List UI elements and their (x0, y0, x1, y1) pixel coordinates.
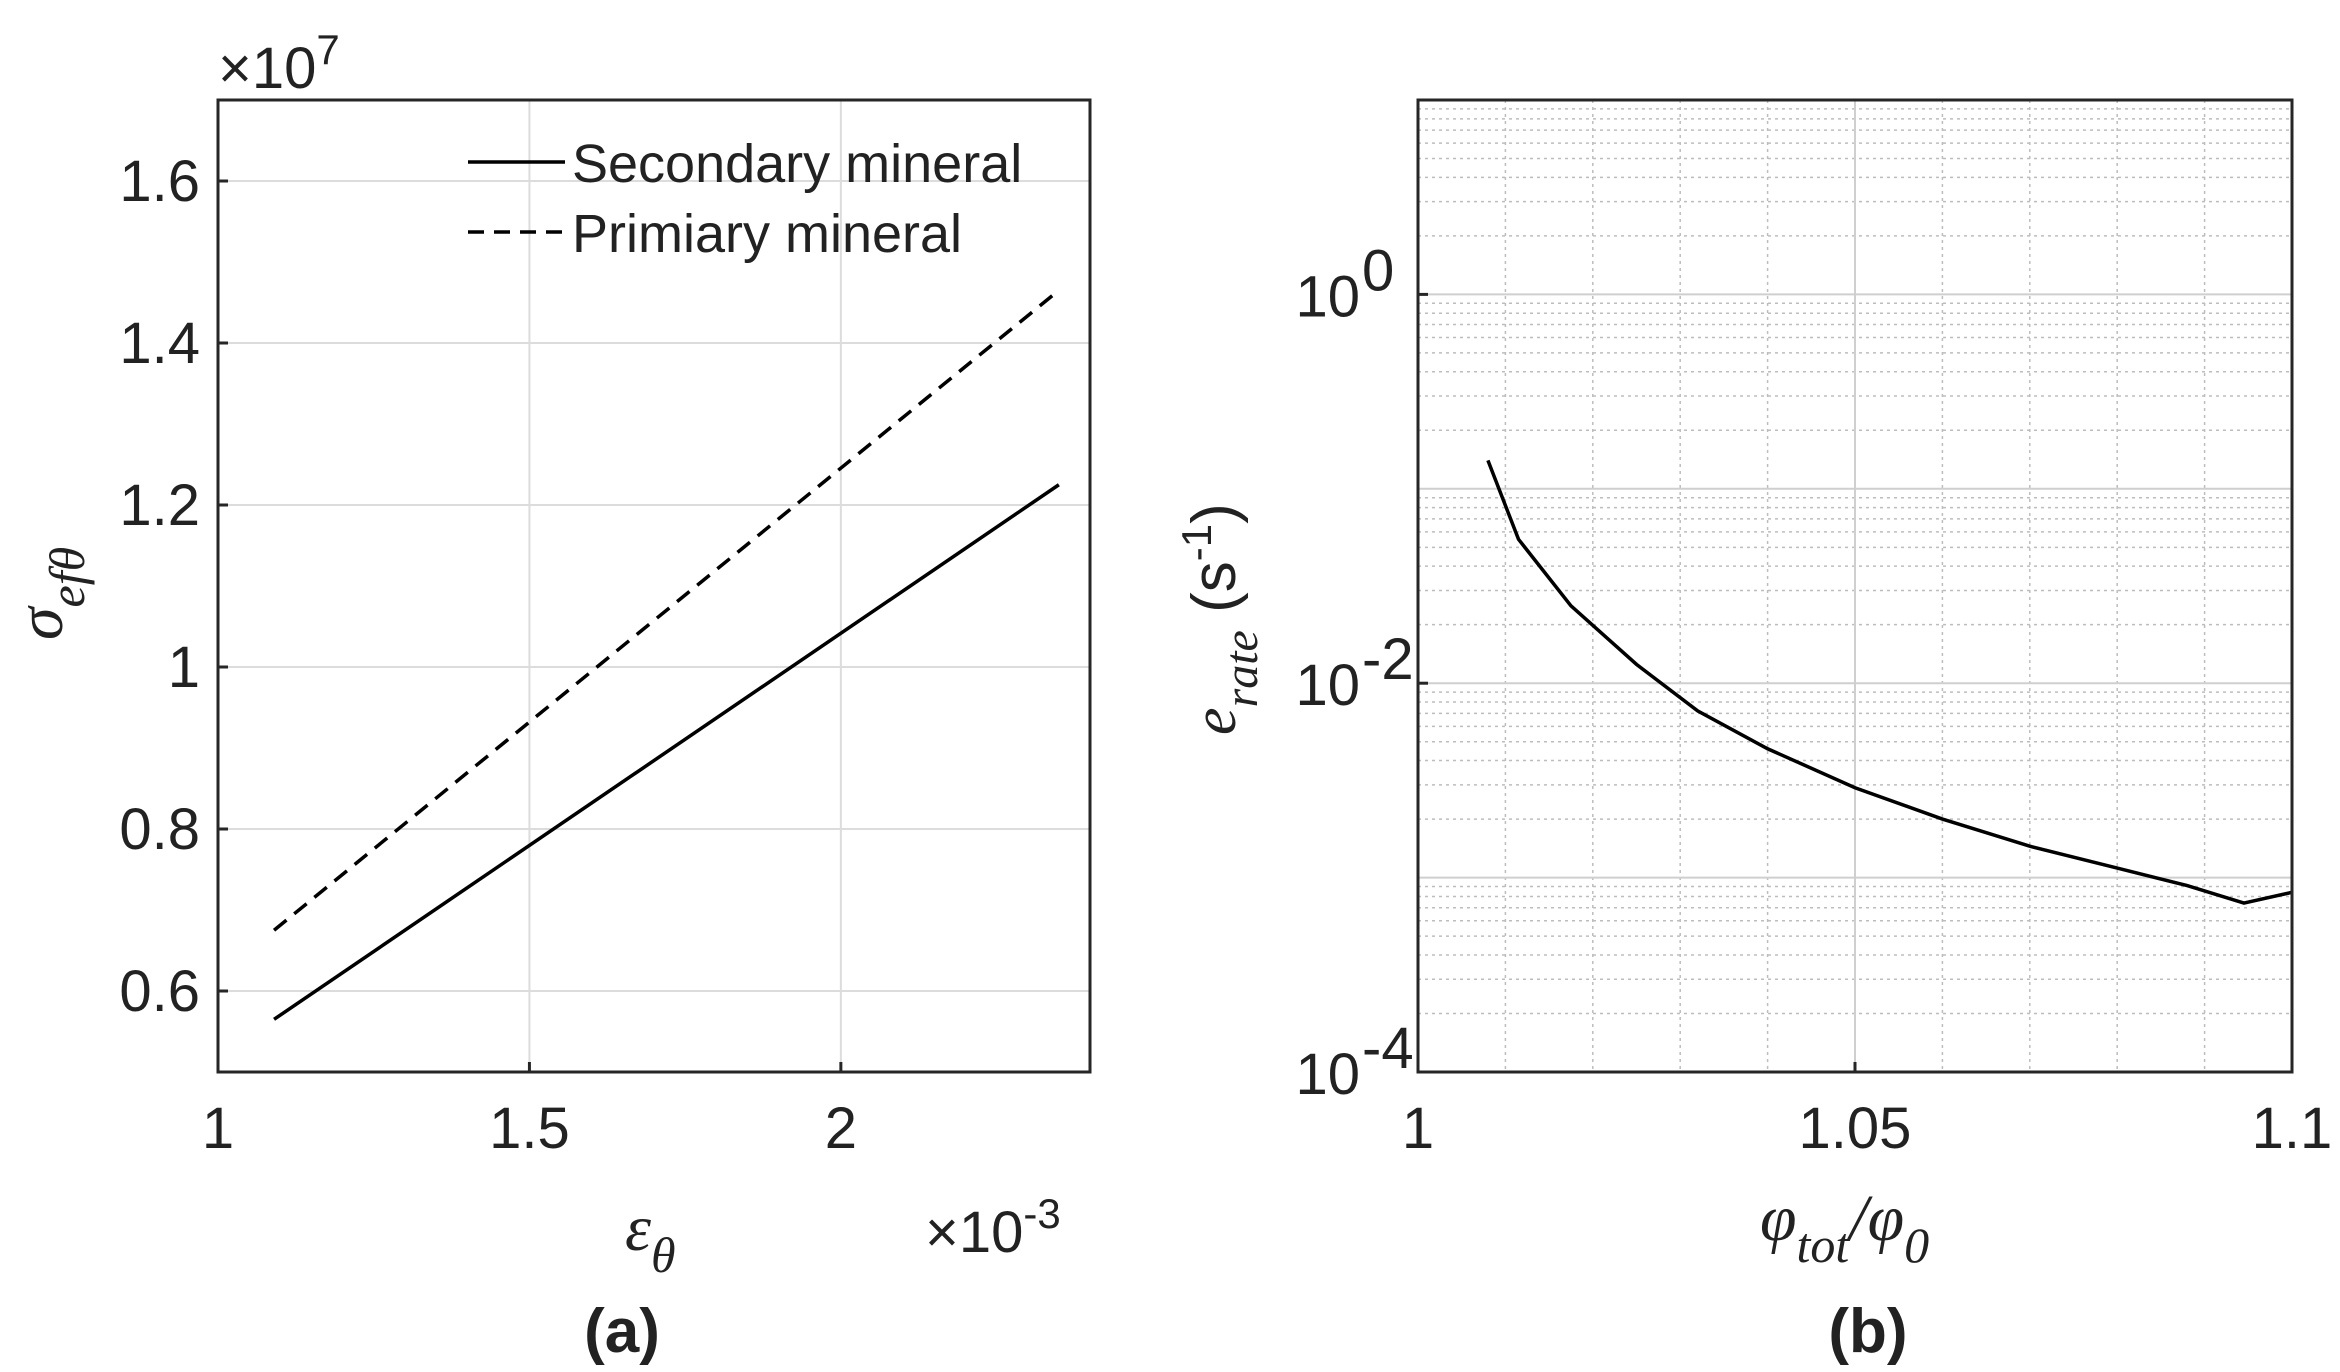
panel-b-series (1486, 459, 2293, 905)
y-tick-label: 1.2 (119, 473, 200, 538)
y-tick-label: 10 (1295, 653, 1360, 718)
panel-b-x-label: φtot/φ0 (1760, 1182, 1929, 1273)
y-tick-label: 10 (1295, 1042, 1360, 1107)
panel-a-series (272, 288, 1060, 1021)
y-tick-exponent: -4 (1362, 1016, 1414, 1081)
legend-secondary-mineral: Secondary mineral (572, 134, 1022, 194)
y-tick-label: 0.6 (119, 959, 200, 1024)
secondary-mineral-line (273, 483, 1060, 1021)
panel-a-grid (217, 100, 1090, 1072)
y-tick-exponent: 0 (1362, 238, 1394, 303)
x-tick-label: 2 (825, 1096, 857, 1161)
x-tick-label: 1 (202, 1096, 234, 1161)
y-tick-label: 1.6 (119, 149, 200, 214)
panel-a-ticks: 1 1.5 2 0.6 0.8 1 1.2 1.4 1.6 (119, 149, 857, 1161)
panel-a-y-exponent: ×107 (218, 26, 340, 101)
x-tick-label: 1.05 (1799, 1096, 1912, 1161)
y-tick-exponent: -2 (1362, 627, 1414, 692)
panel-b-y-label: erate (s-1) (1173, 503, 1268, 735)
e-rate-line (1486, 459, 2293, 905)
x-tick-label: 1.1 (2252, 1096, 2333, 1161)
panel-a-x-exponent: ×10-3 (925, 1190, 1061, 1265)
y-tick-label: 1 (168, 635, 200, 700)
panel-a-y-label: σefθ (4, 547, 95, 640)
panel-a-legend: Secondary mineral Primiary mineral (468, 134, 1022, 264)
y-tick-label: 1.4 (119, 311, 200, 376)
x-tick-label: 1.5 (489, 1096, 570, 1161)
panel-a-axes-box (216, 98, 1092, 1074)
panel-b-caption: (b) (1828, 1297, 1907, 1366)
y-tick-label: 10 (1295, 264, 1360, 329)
panel-a-caption: (a) (584, 1297, 660, 1366)
panel-a-x-label: εθ (625, 1192, 676, 1283)
x-tick-label: 1 (1402, 1096, 1434, 1161)
legend-primiary-mineral: Primiary mineral (572, 204, 962, 264)
panel-a: 1 1.5 2 0.6 0.8 1 1.2 1.4 1.6 ×107 ×10-3 εθ σefθ… (4, 26, 1092, 1366)
primiary-mineral-line (272, 288, 1060, 932)
panel-b-grid (1417, 100, 2293, 1072)
y-tick-label: 0.8 (119, 797, 200, 862)
